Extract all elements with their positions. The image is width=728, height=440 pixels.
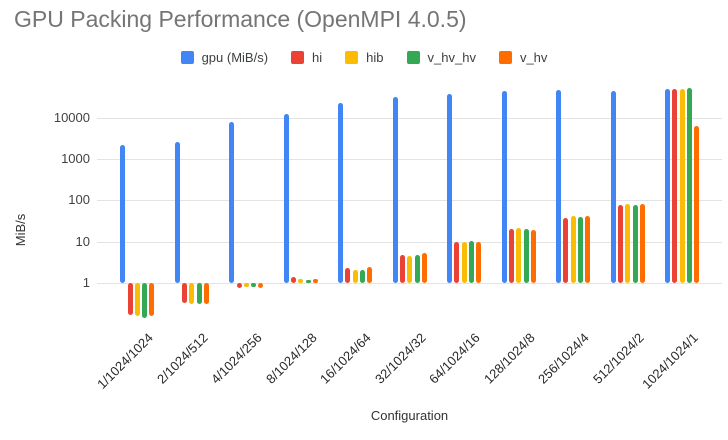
x-tick-label: 2/1024/512 — [153, 330, 211, 387]
bar-hib-8-1024-128 — [298, 279, 304, 283]
legend-swatch — [406, 50, 420, 64]
x-tick-label: 256/1024/4 — [535, 330, 592, 387]
bar-gpu-mib-s--512-1024-2 — [610, 91, 616, 283]
legend-swatch — [345, 50, 359, 64]
bar-hi-64-1024-16 — [454, 242, 460, 283]
bar-hib-512-1024-2 — [625, 203, 631, 283]
bar-hib-32-1024-32 — [407, 256, 413, 283]
bar-v-hv-2-1024-512 — [203, 283, 209, 304]
bar-gpu-mib-s--16-1024-64 — [338, 102, 344, 283]
legend-swatch — [291, 50, 305, 64]
legend-label: hib — [366, 49, 384, 65]
bar-v-hv-8-1024-128 — [312, 279, 318, 283]
bar-v-hv-1024-1024-1 — [694, 126, 700, 283]
gridline-1 — [97, 283, 722, 284]
bar-v-hv-64-1024-16 — [476, 241, 482, 283]
bar-gpu-mib-s--32-1024-32 — [392, 96, 398, 283]
bar-hib-4-1024-256 — [243, 283, 249, 287]
x-axis-title: Configuration — [370, 408, 449, 423]
legend-item-v-hv: v_hv — [498, 49, 548, 65]
x-tick-label: 1024/1024/1 — [639, 330, 701, 392]
x-tick-label: 128/1024/8 — [480, 330, 538, 387]
y-tick-label: 1000 — [61, 151, 90, 166]
y-tick-label: 100 — [68, 192, 90, 207]
x-tick-label: 32/1024/32 — [371, 330, 429, 387]
bar-v-hv-hv-1-1024-1024 — [142, 283, 148, 318]
legend-label: gpu (MiB/s) — [201, 49, 269, 65]
bar-hib-1-1024-1024 — [134, 283, 140, 316]
x-tick-label: 1/1024/1024 — [94, 330, 156, 392]
bar-v-hv-hv-4-1024-256 — [251, 283, 257, 287]
bar-gpu-mib-s--1-1024-1024 — [120, 145, 126, 283]
chart-title: GPU Packing Performance (OpenMPI 4.0.5) — [14, 6, 467, 32]
y-tick-label: 10 — [75, 234, 90, 249]
bar-gpu-mib-s--256-1024-4 — [556, 90, 562, 283]
bar-gpu-mib-s--64-1024-16 — [447, 93, 453, 283]
gridline-100 — [97, 200, 722, 201]
bar-v-hv-hv-128-1024-8 — [523, 229, 529, 283]
bar-hi-1-1024-1024 — [127, 283, 133, 315]
x-tick-label: 4/1024/256 — [208, 330, 265, 387]
bar-hi-1024-1024-1 — [672, 88, 678, 283]
bar-hi-2-1024-512 — [182, 283, 187, 304]
bar-hib-256-1024-4 — [570, 216, 576, 283]
x-tick-label: 16/1024/64 — [317, 330, 374, 387]
bar-hi-8-1024-128 — [290, 277, 296, 283]
legend-swatch — [180, 50, 194, 64]
x-tick-label: 512/1024/2 — [589, 330, 647, 387]
bar-v-hv-hv-256-1024-4 — [578, 216, 583, 283]
legend-label: v_hv_hv — [427, 49, 476, 65]
bar-hib-2-1024-512 — [189, 283, 195, 304]
bar-v-hv-hv-2-1024-512 — [196, 283, 202, 304]
bar-hi-128-1024-8 — [508, 229, 514, 283]
bar-gpu-mib-s--128-1024-8 — [501, 90, 507, 283]
legend-label: v_hv — [519, 49, 548, 65]
y-tick-label: 1 — [82, 275, 90, 290]
bar-hib-1024-1024-1 — [679, 88, 685, 283]
y-axis-title: MiB/s — [13, 213, 28, 247]
bar-v-hv-256-1024-4 — [585, 216, 591, 283]
bar-v-hv-128-1024-8 — [530, 230, 536, 283]
legend-item-gpu-mib-s-: gpu (MiB/s) — [180, 49, 269, 65]
bar-v-hv-hv-1024-1024-1 — [687, 88, 692, 283]
x-tick-label: 8/1024/128 — [262, 330, 320, 387]
legend-swatch — [498, 50, 512, 64]
bar-hi-16-1024-64 — [345, 268, 351, 283]
legend-item-hi: hi — [291, 50, 322, 65]
bar-hib-16-1024-64 — [352, 269, 358, 283]
bar-v-hv-4-1024-256 — [258, 283, 264, 289]
chart-legend: gpu (MiB/s) hi hib v_hv_hv v_hv — [0, 47, 728, 67]
bar-hi-256-1024-4 — [563, 218, 569, 283]
gridline-1000 — [97, 159, 722, 160]
bar-hi-512-1024-2 — [617, 205, 623, 283]
bar-v-hv-hv-8-1024-128 — [305, 279, 311, 283]
bar-hi-32-1024-32 — [399, 255, 405, 283]
bar-gpu-mib-s--8-1024-128 — [283, 113, 289, 283]
bar-v-hv-hv-16-1024-64 — [360, 269, 365, 283]
legend-item-hib: hib — [345, 49, 384, 65]
bar-v-hv-hv-512-1024-2 — [632, 205, 638, 283]
bar-v-hv-1-1024-1024 — [149, 283, 155, 316]
legend-label: hi — [312, 49, 323, 65]
gridline-10 — [97, 242, 722, 243]
bar-v-hv-512-1024-2 — [639, 204, 645, 283]
bar-v-hv-hv-32-1024-32 — [414, 255, 420, 283]
bar-gpu-mib-s--4-1024-256 — [229, 121, 235, 283]
bar-hib-64-1024-16 — [461, 241, 467, 283]
bar-v-hv-32-1024-32 — [421, 253, 427, 283]
bar-gpu-mib-s--1024-1024-1 — [665, 88, 671, 283]
bar-gpu-mib-s--2-1024-512 — [174, 142, 180, 283]
x-tick-label: 64/1024/16 — [426, 330, 483, 387]
y-tick-label: 10000 — [53, 110, 90, 125]
gridline-10000 — [97, 118, 722, 119]
bar-v-hv-16-1024-64 — [367, 266, 373, 283]
legend-item-v-hv-hv: v_hv_hv — [406, 49, 476, 65]
bar-hi-4-1024-256 — [236, 283, 242, 289]
bar-v-hv-hv-64-1024-16 — [469, 240, 474, 283]
bar-hib-128-1024-8 — [516, 228, 522, 283]
